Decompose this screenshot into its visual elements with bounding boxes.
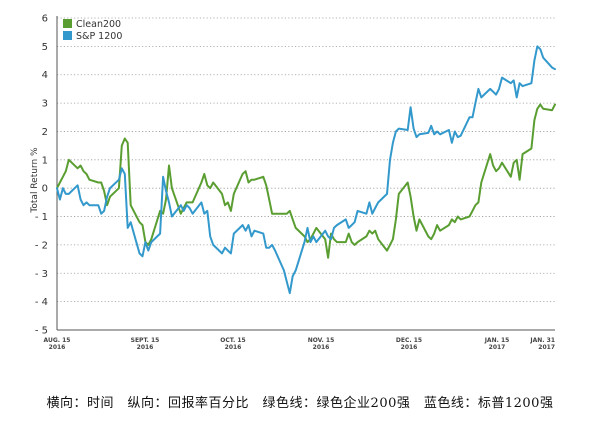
- y-tick-label: - 2: [35, 240, 48, 251]
- y-tick-labels: - 5 - 4 - 3 - 2 - 1 0 1 2 3 4 5 6: [35, 14, 48, 337]
- x-tick-label: OCT. 15: [220, 337, 245, 344]
- y-axis-label: Total Return %: [30, 147, 40, 214]
- y-tick-label: - 1: [35, 212, 48, 223]
- y-tick-label: 0: [42, 184, 48, 195]
- x-tick-label: AUG. 15: [44, 337, 71, 344]
- y-tick-label: 4: [42, 70, 48, 81]
- x-tick-label: NOV. 15: [308, 337, 335, 344]
- x-tick-year: 2016: [49, 344, 66, 351]
- x-tick-label: DEC. 15: [396, 337, 422, 344]
- y-tick-label: - 3: [35, 269, 48, 280]
- series-lines: [56, 45, 556, 295]
- y-tick-label: 5: [42, 42, 48, 53]
- y-tick-label: 2: [42, 127, 48, 138]
- legend-swatch: [63, 19, 72, 28]
- chart-caption: 横向：时间 纵向：回报率百分比 绿色线：绿色企业200强 蓝色线：标普1200强: [46, 396, 554, 411]
- legend-label: Clean200: [76, 19, 121, 30]
- x-tick-year: 2016: [225, 344, 242, 351]
- legend-label: S&P 1200: [76, 31, 122, 42]
- x-tick-label: JAN. 15: [484, 337, 510, 344]
- x-tick-year: 2016: [401, 344, 418, 351]
- series-line-s-p-1200: [56, 45, 556, 295]
- legend-swatch: [63, 31, 72, 40]
- x-tick-year: 2017: [538, 344, 555, 351]
- grid-lines: [57, 17, 555, 331]
- axes: [56, 16, 555, 331]
- y-tick-label: 3: [42, 99, 48, 110]
- y-tick-label: - 4: [35, 297, 48, 308]
- x-tick-label: JAN. 31: [529, 337, 555, 344]
- y-tick-label: - 5: [35, 326, 48, 337]
- x-tick-year: 2016: [137, 344, 154, 351]
- x-tick-label: SEPT. 15: [131, 337, 160, 344]
- y-tick-label: 1: [42, 155, 48, 166]
- x-tick-year: 2017: [489, 344, 506, 351]
- x-tick-year: 2016: [313, 344, 330, 351]
- y-tick-label: 6: [42, 14, 48, 25]
